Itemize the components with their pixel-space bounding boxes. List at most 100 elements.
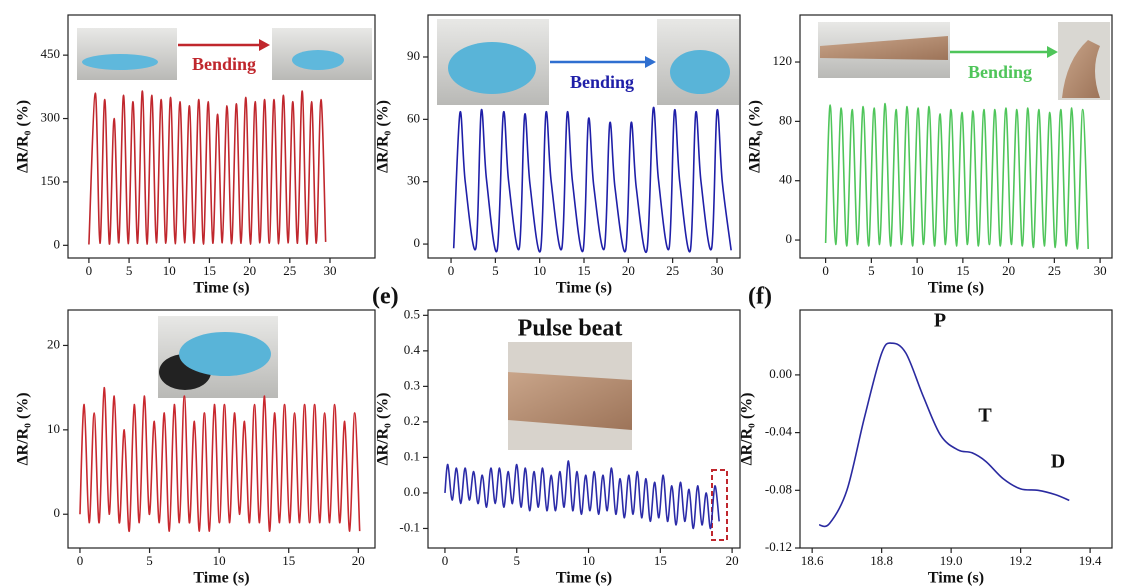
- plot-frame: [67, 309, 376, 549]
- x-tick-label: 30: [323, 263, 336, 278]
- y-axis-label: ΔR/R₀ (%): [747, 100, 764, 173]
- y-tick-label: 0: [54, 236, 61, 251]
- y-tick-label: 0.1: [404, 448, 420, 463]
- x-tick-label: 15: [578, 263, 591, 278]
- x-tick-label: 15: [654, 553, 667, 568]
- panel-label: (e): [372, 284, 399, 310]
- x-tick-label: 10: [582, 553, 595, 568]
- y-tick-label: -0.08: [765, 481, 792, 496]
- y-axis-label: ΔR/R₀ (%): [375, 100, 392, 173]
- x-tick-label: 19.4: [1079, 553, 1102, 568]
- plot-frame: [799, 14, 1113, 259]
- y-tick-label: 10: [47, 421, 60, 436]
- annotation: Bending: [570, 72, 634, 92]
- x-tick-label: 19.2: [1009, 553, 1032, 568]
- y-tick-label: 0: [414, 235, 421, 250]
- photo: [77, 28, 372, 80]
- data-line: [824, 102, 1090, 250]
- y-axis-label: ΔR/R₀ (%): [739, 392, 756, 465]
- highlight-box: [711, 469, 728, 541]
- y-tick-label: 0: [54, 505, 61, 520]
- x-tick-label: 0: [86, 263, 93, 278]
- x-tick-label: 5: [513, 553, 520, 568]
- y-tick-label: 0.0: [404, 484, 420, 499]
- x-tick-label: 0: [448, 263, 455, 278]
- x-tick-label: 10: [911, 263, 924, 278]
- data-line: [819, 342, 1070, 528]
- annotation: T: [978, 405, 992, 427]
- y-tick-label: 0.5: [404, 306, 420, 321]
- y-tick-label: 40: [779, 172, 792, 187]
- x-axis-label: Time (s): [556, 280, 612, 297]
- x-tick-label: 20: [726, 553, 739, 568]
- x-tick-label: 5: [492, 263, 499, 278]
- x-axis-label: Time (s): [193, 280, 249, 297]
- x-tick-label: 30: [710, 263, 723, 278]
- data-line: [444, 460, 720, 530]
- x-tick-label: 5: [146, 553, 153, 568]
- data-line: [79, 386, 361, 532]
- x-tick-label: 20: [1002, 263, 1015, 278]
- y-tick-label: 0.3: [404, 377, 420, 392]
- y-tick-label: 80: [779, 112, 792, 127]
- x-tick-label: 0: [822, 263, 829, 278]
- x-axis-label: Time (s): [556, 570, 612, 587]
- x-tick-label: 25: [666, 263, 679, 278]
- y-tick-label: 60: [407, 110, 420, 125]
- x-tick-label: 20: [352, 553, 365, 568]
- arrow: [178, 39, 270, 51]
- x-tick-label: 5: [868, 263, 875, 278]
- annotation: D: [1051, 451, 1065, 473]
- y-tick-label: 20: [47, 336, 60, 351]
- arrow: [550, 56, 656, 68]
- y-axis-label: ΔR/R₀ (%): [15, 392, 32, 465]
- photo: [437, 19, 739, 105]
- x-tick-label: 25: [283, 263, 296, 278]
- y-tick-label: 300: [41, 110, 61, 125]
- y-tick-label: 30: [407, 173, 420, 188]
- x-tick-label: 18.6: [801, 553, 824, 568]
- plot-frame: [427, 309, 741, 549]
- x-tick-label: 30: [1094, 263, 1107, 278]
- x-tick-label: 15: [282, 553, 295, 568]
- photo: [158, 316, 278, 398]
- y-tick-label: 0: [786, 231, 793, 246]
- x-tick-label: 5: [126, 263, 133, 278]
- x-axis-label: Time (s): [193, 570, 249, 587]
- y-tick-label: -0.1: [399, 519, 420, 534]
- x-tick-label: 19.0: [940, 553, 963, 568]
- annotation: P: [934, 310, 946, 332]
- y-tick-label: 150: [41, 173, 61, 188]
- x-tick-label: 10: [163, 263, 176, 278]
- y-axis-label: ΔR/R₀ (%): [15, 100, 32, 173]
- data-line: [452, 106, 732, 254]
- panel-label: (f): [748, 284, 772, 310]
- x-tick-label: 10: [213, 553, 226, 568]
- plot-frame: [799, 309, 1113, 549]
- x-tick-label: 20: [622, 263, 635, 278]
- photo: [508, 342, 632, 450]
- x-tick-label: 25: [1048, 263, 1061, 278]
- annotation: Bending: [968, 62, 1032, 82]
- y-axis-label: ΔR/R₀ (%): [375, 392, 392, 465]
- x-tick-label: 20: [243, 263, 256, 278]
- y-tick-label: 0.4: [404, 342, 421, 357]
- y-tick-label: -0.04: [765, 424, 793, 439]
- y-tick-label: 0.00: [769, 366, 792, 381]
- x-tick-label: 18.8: [870, 553, 893, 568]
- y-tick-label: 0.2: [404, 413, 420, 428]
- x-tick-label: 15: [203, 263, 216, 278]
- x-axis-label: Time (s): [928, 280, 984, 297]
- x-axis-label: Time (s): [928, 570, 984, 587]
- y-tick-label: -0.12: [765, 539, 792, 554]
- annotation: Pulse beat: [518, 316, 623, 342]
- plot-frame: [67, 14, 376, 259]
- data-line: [88, 90, 327, 245]
- photo: [818, 22, 1110, 100]
- x-tick-label: 15: [956, 263, 969, 278]
- x-tick-label: 0: [77, 553, 84, 568]
- arrow: [950, 46, 1058, 58]
- annotation: Bending: [192, 54, 256, 74]
- y-tick-label: 120: [773, 53, 793, 68]
